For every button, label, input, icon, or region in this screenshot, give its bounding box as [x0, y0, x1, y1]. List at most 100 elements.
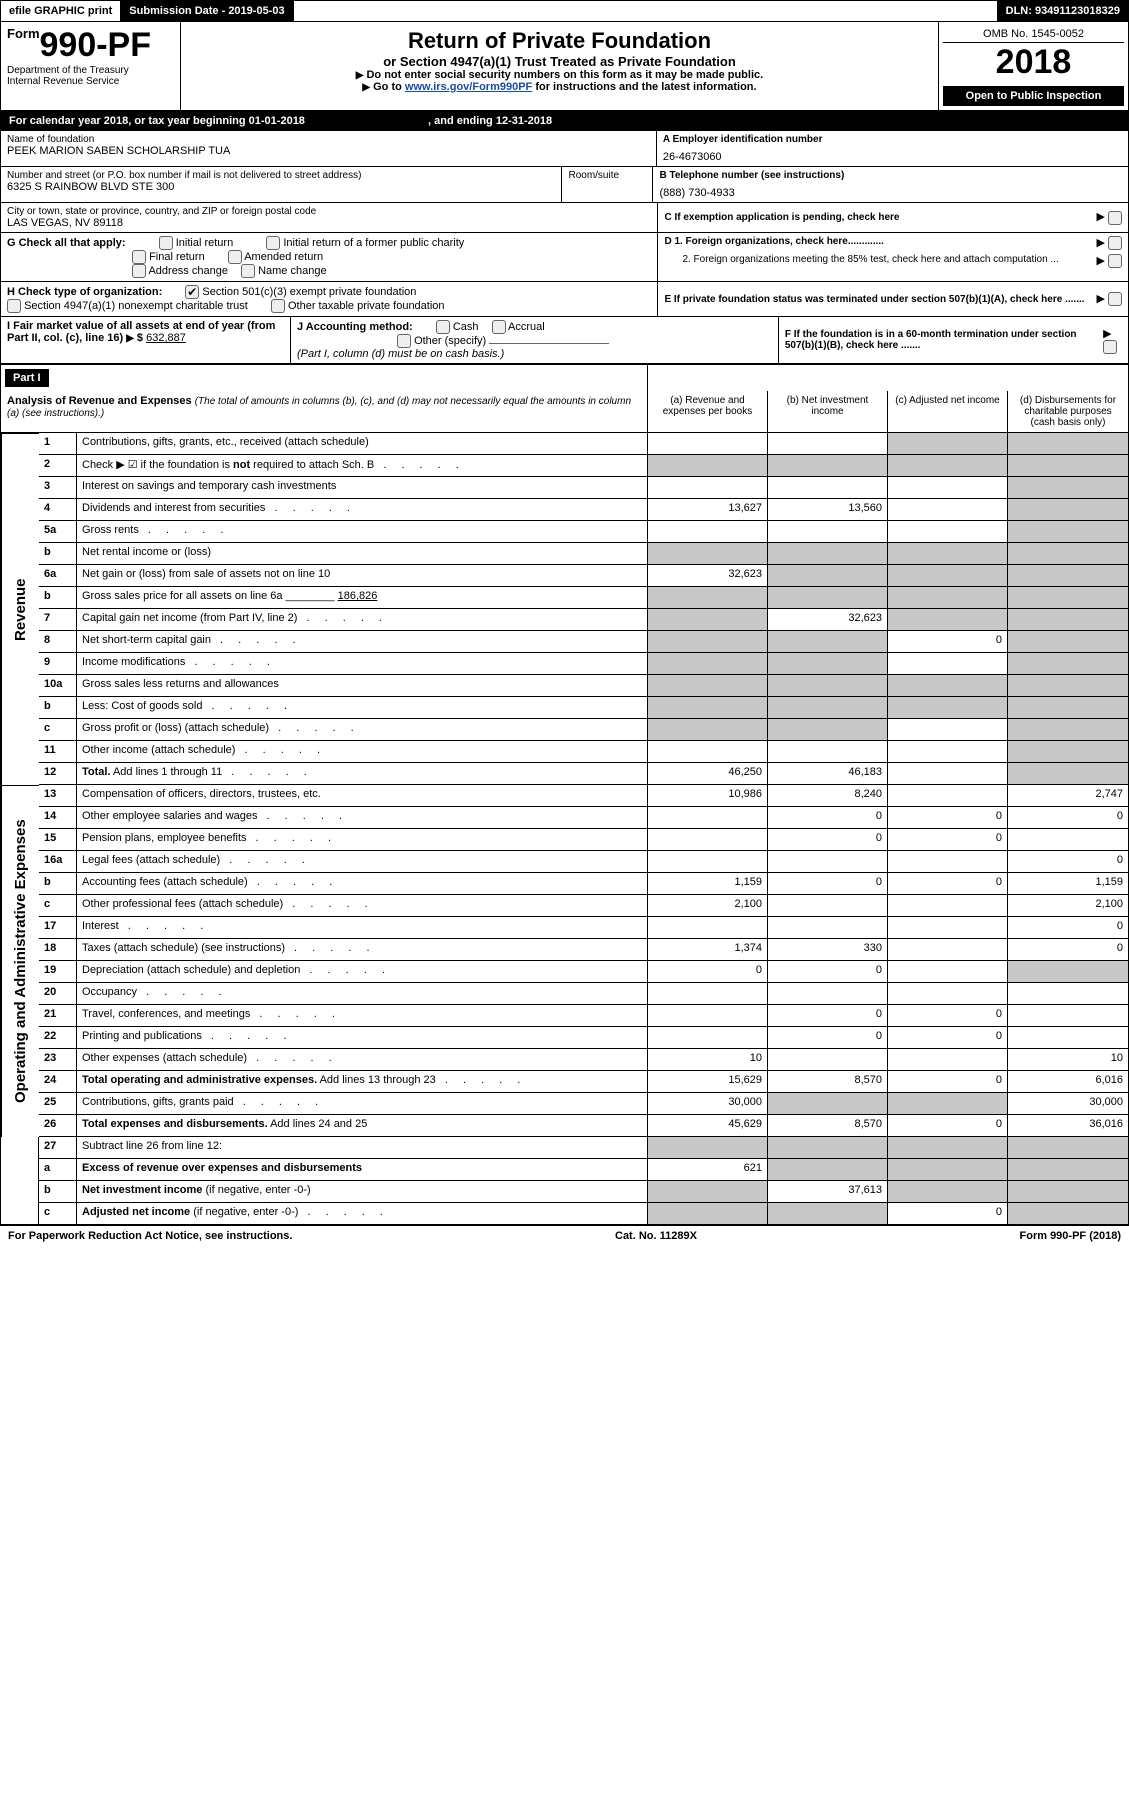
table-cell: 0: [768, 829, 888, 851]
table-cell: 5a: [39, 521, 77, 543]
d1-checkbox[interactable]: [1108, 236, 1122, 250]
table-cell: [1008, 1159, 1128, 1181]
table-cell: Compensation of officers, directors, tru…: [77, 785, 648, 807]
table-cell: [1008, 653, 1128, 675]
i-j-f-row: I Fair market value of all assets at end…: [1, 316, 1128, 363]
table-cell: 4: [39, 499, 77, 521]
table-cell: [768, 543, 888, 565]
table-cell: 0: [1008, 851, 1128, 873]
table-cell: [888, 697, 1008, 719]
table-cell: [768, 1137, 888, 1159]
amended-return-cb[interactable]: [228, 250, 242, 264]
table-cell: b: [39, 1181, 77, 1203]
table-cell: Net gain or (loss) from sale of assets n…: [77, 565, 648, 587]
h1-checkbox[interactable]: [185, 285, 199, 299]
table-cell: 13,627: [648, 499, 768, 521]
table-cell: 45,629: [648, 1115, 768, 1137]
table-cell: [888, 433, 1008, 455]
table-cell: 0: [768, 1005, 888, 1027]
table-cell: [888, 1093, 1008, 1115]
section-vertical-label: Operating and Administrative Expenses: [1, 785, 39, 1137]
table-cell: [648, 983, 768, 1005]
table-cell: Less: Cost of goods sold . . . . .: [77, 697, 648, 719]
table-cell: 30,000: [648, 1093, 768, 1115]
table-cell: [1008, 609, 1128, 631]
f-checkbox[interactable]: [1103, 340, 1117, 354]
table-cell: 0: [888, 807, 1008, 829]
table-cell: 32,623: [768, 609, 888, 631]
table-cell: [1008, 499, 1128, 521]
table-cell: Net investment income (if negative, ente…: [77, 1181, 648, 1203]
table-cell: [648, 455, 768, 477]
table-cell: [888, 565, 1008, 587]
table-cell: [1008, 565, 1128, 587]
form-header: Form990-PF Department of the Treasury In…: [0, 22, 1129, 111]
table-cell: Legal fees (attach schedule) . . . . .: [77, 851, 648, 873]
table-cell: [768, 455, 888, 477]
table-cell: [1008, 631, 1128, 653]
table-cell: [1008, 1137, 1128, 1159]
table-cell: [888, 477, 1008, 499]
table-cell: 27: [39, 1137, 77, 1159]
table-cell: 24: [39, 1071, 77, 1093]
table-cell: [648, 587, 768, 609]
final-return-cb[interactable]: [132, 250, 146, 264]
table-cell: 0: [1008, 807, 1128, 829]
table-cell: [888, 455, 1008, 477]
table-cell: Check ▶ ☑ if the foundation is not requi…: [77, 455, 648, 477]
c-checkbox[interactable]: [1108, 211, 1122, 225]
part1-title: Analysis of Revenue and Expenses: [7, 395, 192, 407]
j-accrual-cb[interactable]: [492, 320, 506, 334]
d1-label: D 1. Foreign organizations, check here..…: [664, 236, 884, 250]
section-vertical-label: Revenue: [1, 433, 39, 785]
tax-year: 2018: [943, 43, 1124, 82]
footer-left: For Paperwork Reduction Act Notice, see …: [8, 1230, 292, 1242]
table-cell: [888, 1159, 1008, 1181]
table-cell: 14: [39, 807, 77, 829]
g-d-row: G Check all that apply: Initial return I…: [1, 232, 1128, 281]
j-other-cb[interactable]: [397, 334, 411, 348]
table-cell: Subtract line 26 from line 12:: [77, 1137, 648, 1159]
table-cell: [888, 741, 1008, 763]
table-cell: [768, 1159, 888, 1181]
table-cell: 13,560: [768, 499, 888, 521]
table-cell: [768, 587, 888, 609]
table-cell: [1008, 1005, 1128, 1027]
table-cell: Gross sales less returns and allowances: [77, 675, 648, 697]
table-cell: 46,250: [648, 763, 768, 785]
initial-return-cb[interactable]: [159, 236, 173, 250]
table-cell: 3: [39, 477, 77, 499]
table-cell: b: [39, 697, 77, 719]
top-bar: efile GRAPHIC print Submission Date - 20…: [0, 0, 1129, 22]
table-cell: [768, 433, 888, 455]
initial-return-former-cb[interactable]: [266, 236, 280, 250]
table-cell: 0: [768, 873, 888, 895]
address-label: Number and street (or P.O. box number if…: [7, 170, 555, 181]
table-cell: Accounting fees (attach schedule) . . . …: [77, 873, 648, 895]
table-cell: Interest on savings and temporary cash i…: [77, 477, 648, 499]
table-cell: c: [39, 895, 77, 917]
table-cell: 10,986: [648, 785, 768, 807]
table-cell: Interest . . . . .: [77, 917, 648, 939]
table-cell: 23: [39, 1049, 77, 1071]
irs-link[interactable]: www.irs.gov/Form990PF: [405, 81, 532, 93]
table-cell: 1,159: [1008, 873, 1128, 895]
h2-checkbox[interactable]: [7, 299, 21, 313]
table-cell: 1,159: [648, 873, 768, 895]
table-cell: [768, 521, 888, 543]
e-checkbox[interactable]: [1108, 292, 1122, 306]
address-change-cb[interactable]: [132, 264, 146, 278]
table-cell: Total operating and administrative expen…: [77, 1071, 648, 1093]
instructions-link-row: Go to www.irs.gov/Form990PF for instruct…: [187, 81, 932, 93]
j-cash-cb[interactable]: [436, 320, 450, 334]
table-cell: 10: [1008, 1049, 1128, 1071]
table-cell: [768, 675, 888, 697]
dln: DLN: 93491123018329: [998, 1, 1128, 21]
h3-checkbox[interactable]: [271, 299, 285, 313]
table-cell: 36,016: [1008, 1115, 1128, 1137]
table-cell: Net rental income or (loss): [77, 543, 648, 565]
name-change-cb[interactable]: [241, 264, 255, 278]
table-cell: [888, 1049, 1008, 1071]
d2-checkbox[interactable]: [1108, 254, 1122, 268]
table-cell: [1008, 983, 1128, 1005]
